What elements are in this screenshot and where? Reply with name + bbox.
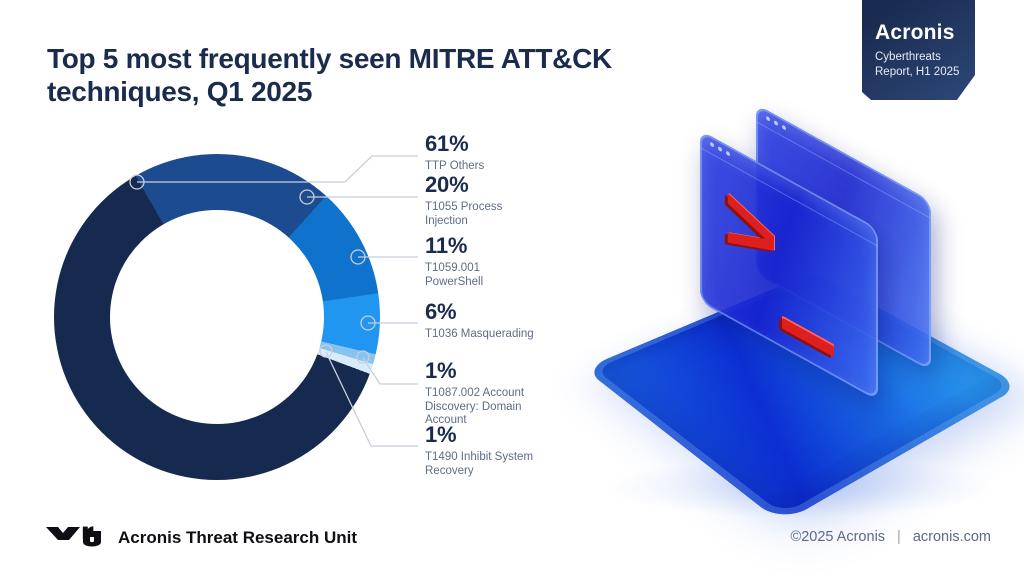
callout-masquerading: 6% T1036 Masquerading: [425, 299, 537, 342]
callout-technique: T1055 Process Injection: [425, 201, 503, 227]
report-badge: Acronis Cyberthreats Report, H1 2025: [862, 0, 975, 100]
callout-inhibit-recovery: 1% T1490 Inhibit System Recovery: [425, 422, 537, 478]
callout-technique: T1490 Inhibit System Recovery: [425, 451, 534, 477]
callout-technique: T1087.002 Account Discovery: Domain Acco…: [425, 387, 525, 426]
terminal-3d-illustration: >: [570, 88, 1024, 533]
page-title-line1: Top 5 most frequently seen MITRE ATT&CK: [47, 43, 612, 74]
callout-technique: T1036 Masquerading: [425, 328, 534, 340]
callout-percent: 1%: [425, 422, 457, 447]
callout-powershell: 11% T1059.001 PowerShell: [425, 233, 537, 289]
callout-percent: 20%: [425, 172, 469, 197]
callout-percent: 61%: [425, 131, 469, 156]
callout-technique: TTP Others: [425, 160, 485, 172]
callout-percent: 11%: [425, 233, 468, 258]
prompt-chevron-icon: >: [724, 164, 778, 297]
tru-logo-icon: [46, 526, 101, 547]
footer-legal: ©2025 Acronis | acronis.com: [791, 529, 991, 545]
badge-subtitle-line1: Cyberthreats: [875, 51, 941, 63]
page-title-line2: techniques, Q1 2025: [47, 76, 313, 107]
donut-hole: [110, 210, 324, 424]
callout-percent: 6%: [425, 299, 457, 324]
acronis-logo: Acronis: [875, 21, 955, 44]
callout-technique: T1059.001 PowerShell: [425, 262, 484, 288]
acronis-link[interactable]: acronis.com: [912, 529, 991, 545]
footer-separator: |: [897, 529, 901, 545]
badge-subtitle-line2: Report, H1 2025: [875, 66, 960, 78]
callout-percent: 1%: [425, 358, 457, 383]
page-title: Top 5 most frequently seen MITRE ATT&CK …: [47, 42, 612, 108]
callout-process-injection: 20% T1055 Process Injection: [425, 172, 537, 228]
footer-unit-name: Acronis Threat Research Unit: [118, 528, 358, 547]
copyright-text: ©2025 Acronis: [790, 529, 886, 545]
callout-account-discovery: 1% T1087.002 Account Discovery: Domain A…: [425, 358, 537, 428]
prompt-underscore-icon: [782, 315, 834, 358]
donut-chart: [54, 154, 380, 480]
callout-ttp-others: 61% TTP Others: [425, 131, 537, 174]
